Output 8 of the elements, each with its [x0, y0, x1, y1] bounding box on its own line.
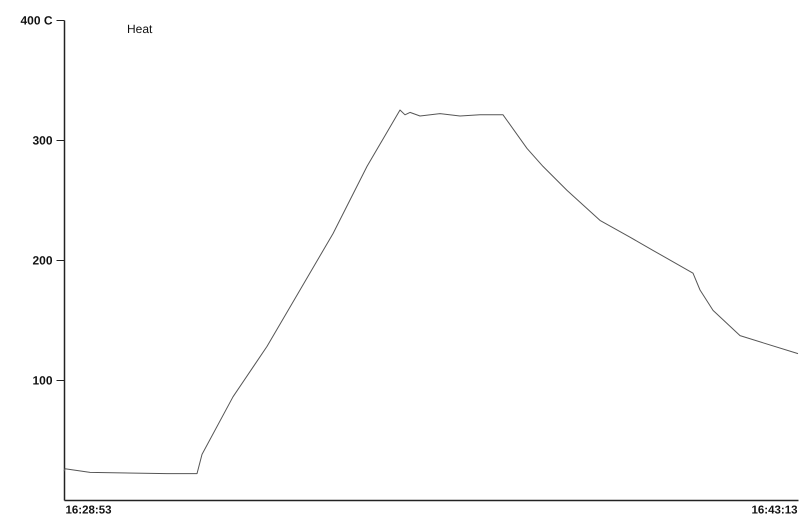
line-series	[64, 110, 798, 474]
y-tick-label: 200	[32, 254, 53, 268]
chart-title: Heat	[126, 22, 153, 36]
x-tick-label: 16:43:13	[751, 504, 798, 516]
y-tick-label: 400 C	[20, 14, 53, 28]
x-tick-label: 16:28:53	[65, 504, 112, 516]
y-tick-label: 300	[32, 134, 53, 148]
y-tick-label: 100	[32, 374, 53, 388]
